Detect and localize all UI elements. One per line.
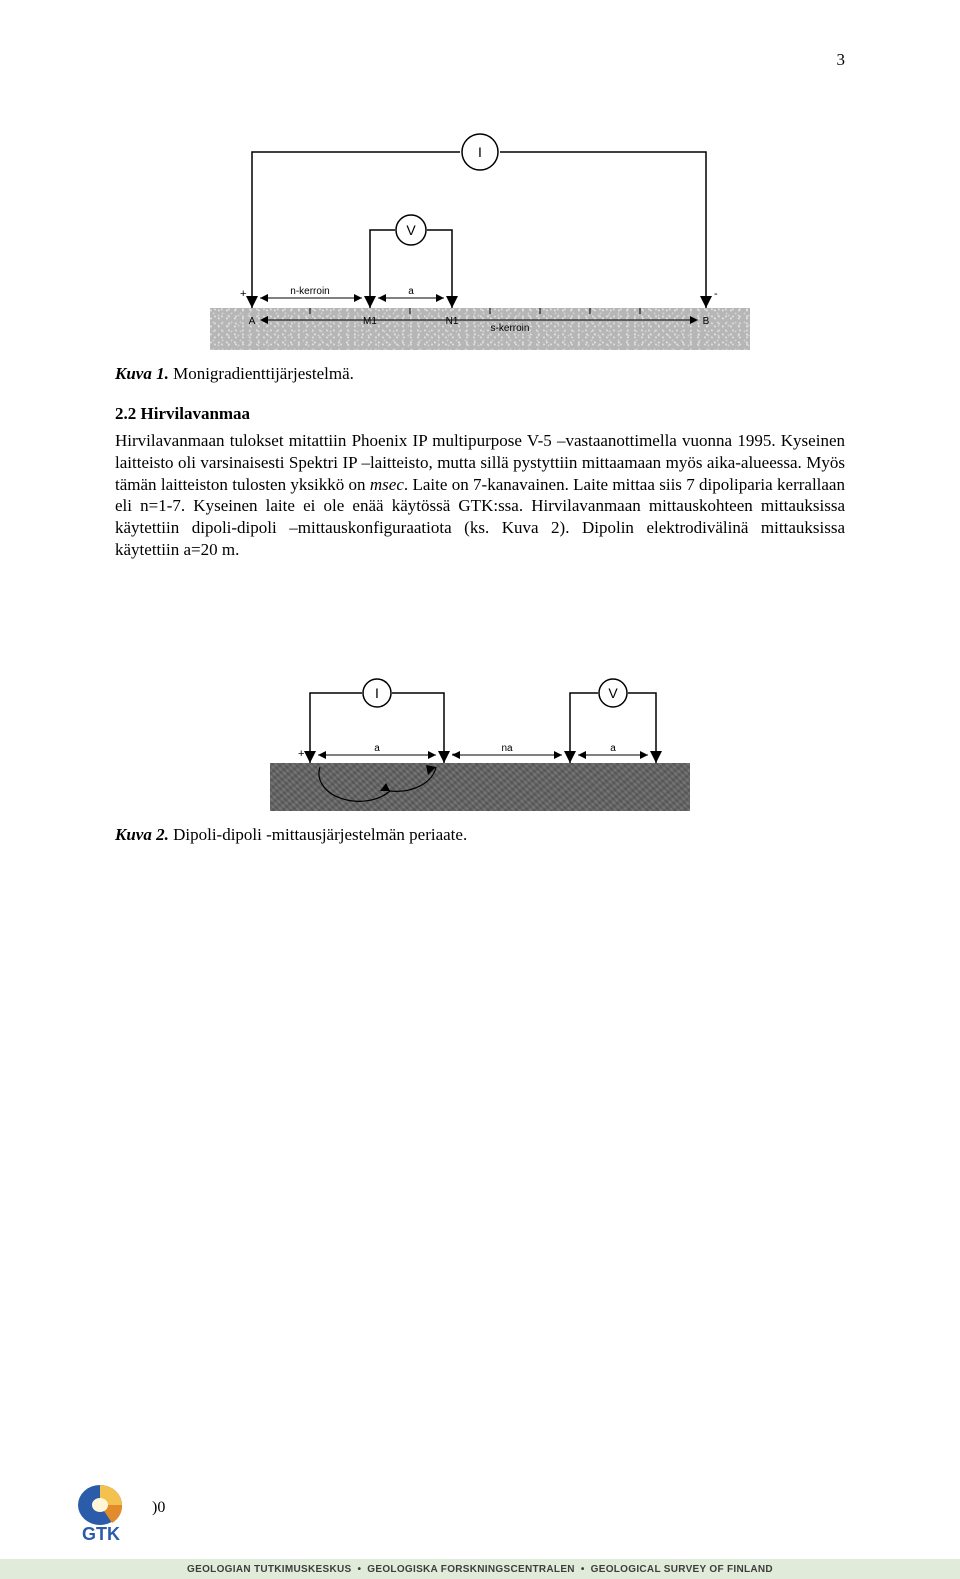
fig1-svg: I V + - A B M1 N1 [210,120,750,350]
fig2-svg: I V + - a [270,651,690,811]
fig2-caption-label: Kuva 2. [115,825,169,844]
fig1-minus: - [714,288,718,300]
fig2-a-right: a [610,743,616,754]
footer-bar: GEOLOGIAN TUTKIMUSKESKUS • GEOLOGISKA FO… [0,1559,960,1579]
fig2-a-left: a [374,743,380,754]
fig1-n-kerroin: n-kerroin [290,286,329,297]
footer-stray-text: )0 [152,1499,165,1517]
footer-bar-en: GEOLOGICAL SURVEY OF FINLAND [591,1564,773,1575]
footer: GTK )0 GEOLOGIAN TUTKIMUSKESKUS • GEOLOG… [0,1469,960,1579]
footer-bar-fi: GEOLOGIAN TUTKIMUSKESKUS [187,1564,351,1575]
fig1-V-label: V [406,222,416,238]
fig1-plus: + [240,288,246,300]
section-heading: 2.2 Hirvilavanmaa [115,404,845,424]
fig2-I-label: I [375,685,379,701]
fig2-V-label: V [608,685,618,701]
fig1-caption: Kuva 1. Monigradienttijärjestelmä. [115,364,845,384]
fig2-plus: + [298,748,304,760]
page-number: 3 [837,50,846,70]
fig1-B: B [703,316,710,327]
footer-bar-sv: GEOLOGISKA FORSKNINGSCENTRALEN [367,1564,575,1575]
fig2-na: na [501,743,513,754]
gtk-logo-text: GTK [82,1524,120,1543]
figure-2: I V + - a [115,651,845,811]
page-content: I V + - A B M1 N1 [115,100,845,865]
fig1-caption-label: Kuva 1. [115,364,169,383]
fig1-A: A [249,316,256,327]
fig2-caption-text: Dipoli-dipoli -mittausjärjestelmän peria… [169,825,467,844]
fig2-caption: Kuva 2. Dipoli-dipoli -mittausjärjestelm… [115,825,845,845]
fig1-M1: M1 [363,316,377,327]
footer-sep-1: • [357,1564,361,1575]
fig1-N1: N1 [446,316,459,327]
fig1-caption-text: Monigradienttijärjestelmä. [169,364,354,383]
fig1-a: a [408,286,414,297]
fig1-I-label: I [478,144,482,160]
gtk-logo: GTK [72,1483,148,1543]
figure-1: I V + - A B M1 N1 [115,120,845,350]
footer-sep-2: • [581,1564,585,1575]
body-part-1-italic: msec [370,475,404,494]
body-paragraph: Hirvilavanmaan tulokset mitattiin Phoeni… [115,430,845,561]
fig1-s-kerroin: s-kerroin [491,323,530,334]
